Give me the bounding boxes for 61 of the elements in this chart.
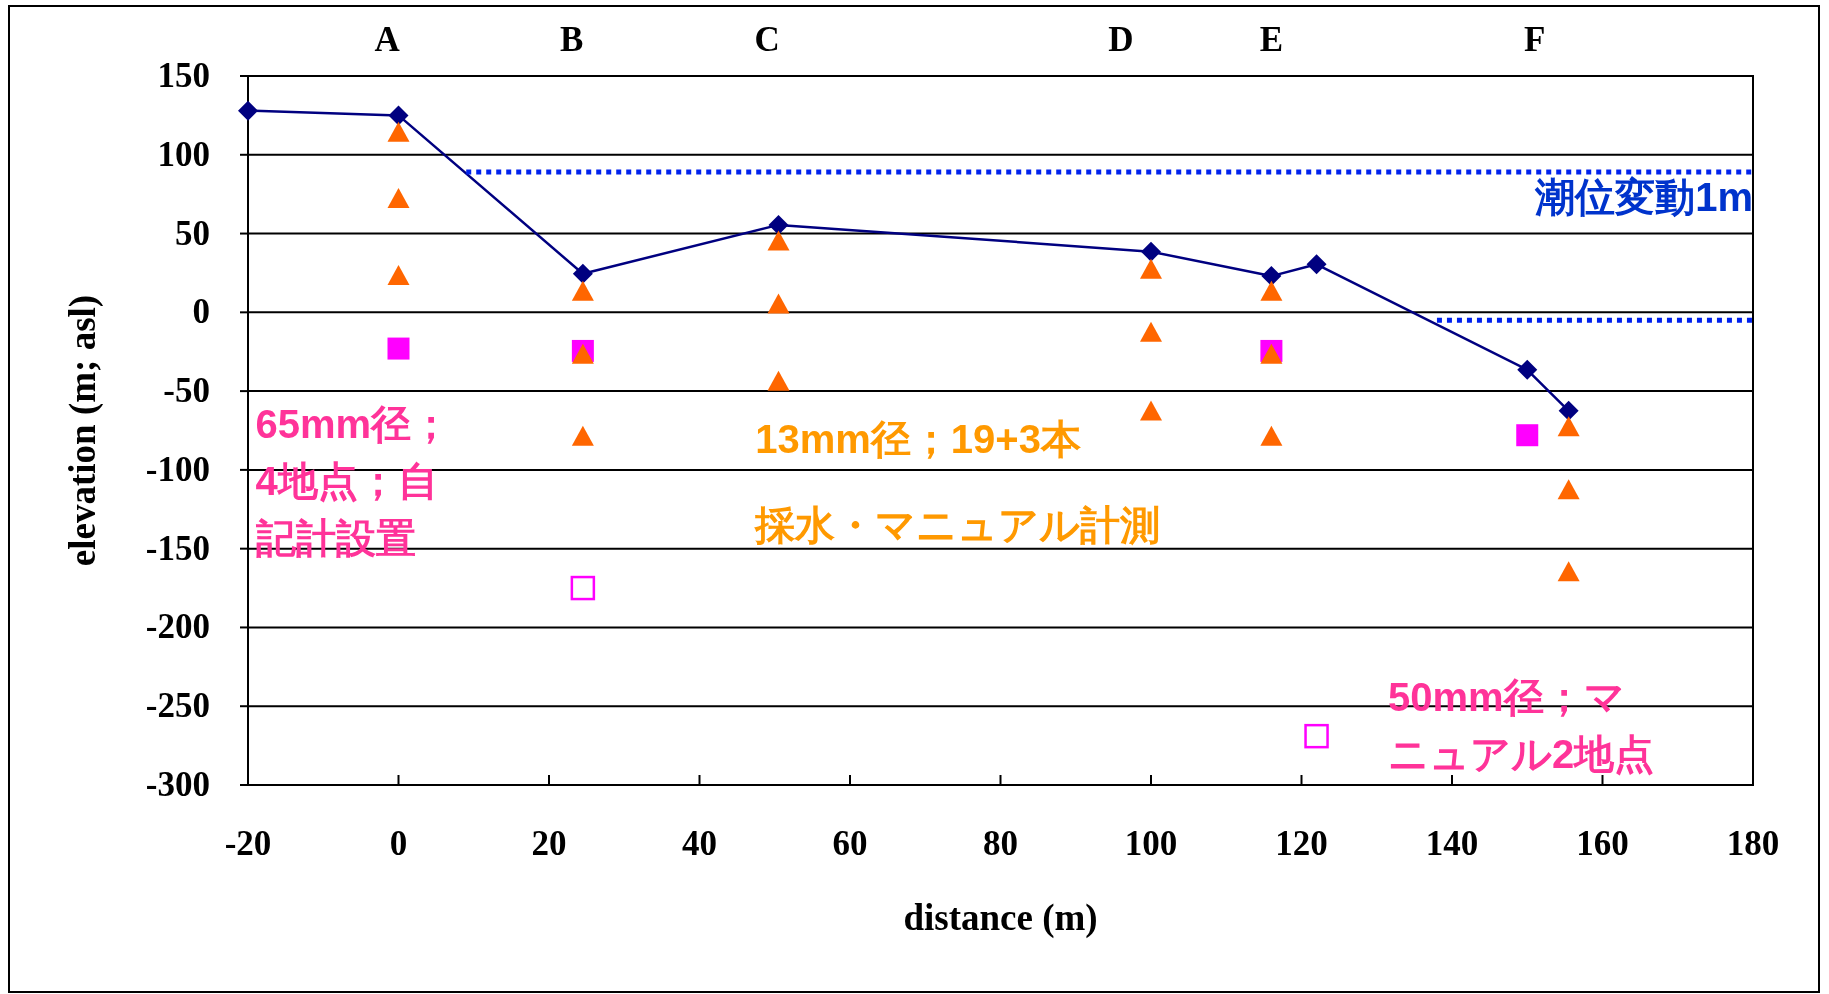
y-axis-title: elevation (m; asl) <box>62 294 104 567</box>
annotation: 13mm径；19+3本 <box>755 416 1081 461</box>
point <box>1557 479 1580 500</box>
point <box>1261 266 1282 287</box>
point <box>387 187 410 208</box>
point <box>767 230 790 251</box>
y-tick-label: -300 <box>145 765 210 804</box>
y-tick-label: 50 <box>175 213 210 253</box>
annotation: C <box>754 19 780 59</box>
annotation: A <box>374 19 400 59</box>
point <box>767 293 790 314</box>
y-tick-label: 100 <box>157 134 210 174</box>
point <box>387 265 410 286</box>
point <box>1306 254 1327 275</box>
point <box>1516 424 1539 447</box>
point <box>1140 321 1162 342</box>
annotation: B <box>559 19 584 59</box>
y-tick-label: -200 <box>145 607 210 647</box>
annotation: 採水・マニュアル計測 <box>755 503 1161 548</box>
x-tick-label: 120 <box>1275 824 1328 863</box>
point <box>570 575 596 601</box>
point <box>571 425 594 446</box>
point <box>1304 723 1329 749</box>
annotation: D <box>1108 19 1134 59</box>
point <box>1557 416 1580 437</box>
annotation: 潮位変動1m <box>1535 175 1753 220</box>
point <box>1141 241 1161 262</box>
point <box>1517 359 1538 380</box>
x-tick-label: 180 <box>1726 824 1780 863</box>
y-tick-label: -50 <box>163 371 210 411</box>
x-tick-label: 100 <box>1124 824 1178 863</box>
y-tick-label: 0 <box>192 292 210 332</box>
point <box>1260 425 1283 446</box>
y-tick-label: -100 <box>145 449 210 489</box>
x-tick-label: 80 <box>983 824 1018 863</box>
x-tick-label: -20 <box>224 824 272 863</box>
point <box>238 100 258 121</box>
point <box>387 337 410 360</box>
x-tick-label: 160 <box>1576 824 1629 863</box>
point <box>1140 258 1162 279</box>
point <box>387 121 410 142</box>
point <box>1557 561 1580 582</box>
point <box>572 263 593 284</box>
point <box>768 214 789 235</box>
annotation: F <box>1524 19 1546 59</box>
x-tick-label: 20 <box>531 824 567 863</box>
point <box>571 280 594 301</box>
x-tick-label: 40 <box>682 824 717 863</box>
point <box>1260 280 1283 301</box>
y-tick-label: -250 <box>145 686 210 726</box>
point <box>388 105 409 126</box>
x-axis-title: distance (m) <box>903 897 1098 939</box>
point <box>767 370 790 391</box>
point <box>1140 400 1162 421</box>
x-tick-label: 0 <box>389 824 408 863</box>
x-tick-label: 60 <box>832 824 868 863</box>
y-tick-label: 150 <box>157 56 210 95</box>
x-tick-label: 140 <box>1425 824 1479 863</box>
annotation: E <box>1259 19 1284 59</box>
point <box>1558 400 1579 421</box>
y-tick-label: -150 <box>145 528 210 568</box>
